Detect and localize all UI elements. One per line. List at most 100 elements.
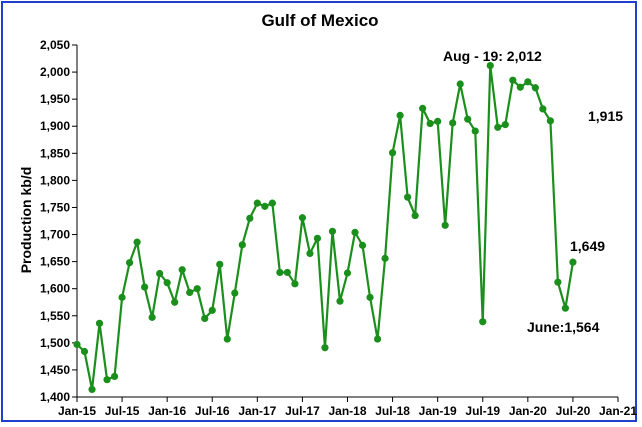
- data-point: [110, 372, 119, 381]
- data-point: [479, 318, 487, 326]
- data-point: [321, 344, 329, 352]
- y-tick-label: 1,700: [40, 228, 70, 242]
- data-point: [156, 269, 164, 278]
- x-tick-label: Jul-17: [285, 404, 320, 418]
- y-tick-label: 1,400: [40, 390, 70, 404]
- data-point: [193, 285, 201, 293]
- data-point: [358, 241, 367, 249]
- data-point: [404, 193, 412, 201]
- data-point: [494, 123, 502, 131]
- data-point: [343, 269, 352, 277]
- data-point: [464, 115, 472, 123]
- data-point: [208, 306, 216, 314]
- data-point: [148, 313, 156, 321]
- data-point: [246, 214, 254, 222]
- data-point: [471, 127, 479, 135]
- series-line: [76, 64, 575, 391]
- data-point: [419, 104, 427, 112]
- y-tick-label: 1,850: [40, 146, 70, 160]
- y-tick-label: 2,050: [40, 38, 70, 52]
- data-point: [178, 266, 186, 274]
- x-tick-label: Jul-16: [195, 404, 230, 418]
- data-point: [449, 119, 457, 127]
- data-point: [95, 319, 104, 327]
- y-tick-label: 2,000: [40, 65, 70, 79]
- data-point: [103, 376, 111, 384]
- data-point: [261, 202, 269, 210]
- x-tick-label: Jul-15: [105, 404, 140, 418]
- y-tick-label: 1,750: [40, 200, 70, 214]
- data-point: [516, 83, 524, 91]
- data-point: [171, 298, 179, 306]
- y-tick-label: 1,650: [40, 255, 70, 269]
- data-point: [118, 293, 126, 301]
- data-point: [531, 84, 539, 92]
- data-point: [216, 260, 224, 268]
- data-point: [426, 119, 434, 128]
- x-tick-label: Jul-20: [556, 404, 591, 418]
- x-tick-label: Jul-18: [375, 404, 410, 418]
- data-point: [163, 279, 171, 287]
- data-point: [546, 117, 554, 125]
- data-point: [283, 268, 291, 277]
- data-point: [231, 289, 239, 297]
- data-point: [524, 78, 532, 86]
- x-tick-label: Jan-15: [58, 404, 96, 418]
- data-point: [441, 221, 449, 229]
- chart-title: Gulf of Mexico: [261, 11, 378, 30]
- y-tick-label: 1,950: [40, 92, 70, 106]
- y-tick-label: 1,500: [40, 336, 70, 350]
- data-point: [388, 149, 397, 157]
- annotation-1649: 1,649: [570, 238, 605, 254]
- data-point: [381, 254, 389, 262]
- data-point: [80, 347, 89, 356]
- data-point: [133, 238, 141, 246]
- data-point: [328, 227, 337, 235]
- x-tick-label: Jan-21: [599, 404, 637, 418]
- annotation-june: June:1,564: [527, 319, 600, 335]
- data-point: [313, 234, 322, 242]
- chart-frame: [1, 1, 637, 422]
- data-point: [201, 314, 209, 323]
- data-point: [306, 249, 314, 258]
- y-axis-label: Production kb/d: [18, 167, 34, 274]
- data-point: [238, 241, 246, 249]
- data-point: [396, 111, 404, 119]
- x-tick-label: Jan-16: [148, 404, 186, 418]
- data-point: [253, 199, 261, 207]
- data-point: [539, 105, 547, 113]
- y-tick-label: 1,800: [40, 173, 70, 187]
- series-group: [73, 61, 577, 394]
- data-point: [554, 278, 562, 286]
- axes: [76, 45, 618, 398]
- x-ticks: Jan-15 Jul-15 Jan-16 Jul-16 Jan-17 Jul-17 Jan-…: [58, 397, 637, 418]
- data-point: [88, 385, 96, 394]
- data-point: [351, 228, 359, 236]
- x-tick-label: Jan-19: [419, 404, 457, 418]
- data-point: [509, 76, 517, 84]
- data-point: [126, 259, 134, 267]
- data-point: [298, 214, 307, 222]
- data-point: [186, 288, 194, 297]
- x-tick-label: Jan-17: [238, 404, 276, 418]
- data-point: [223, 335, 231, 343]
- x-tick-label: Jan-18: [328, 404, 366, 418]
- annotation-1915: 1,915: [588, 108, 623, 124]
- data-point: [561, 304, 570, 312]
- y-tick-label: 1,600: [40, 282, 70, 296]
- y-tick-label: 1,900: [40, 119, 70, 133]
- data-point: [569, 258, 577, 266]
- data-point: [366, 293, 374, 301]
- data-point: [291, 280, 299, 288]
- data-point: [411, 211, 419, 220]
- y-tick-label: 1,550: [40, 309, 70, 323]
- data-point: [486, 61, 494, 70]
- data-point: [501, 121, 509, 129]
- data-point: [141, 283, 149, 291]
- data-point: [336, 297, 344, 305]
- y-tick-label: 1,450: [40, 363, 70, 377]
- data-point: [276, 268, 284, 277]
- x-tick-label: Jul-19: [465, 404, 500, 418]
- data-point: [268, 199, 276, 207]
